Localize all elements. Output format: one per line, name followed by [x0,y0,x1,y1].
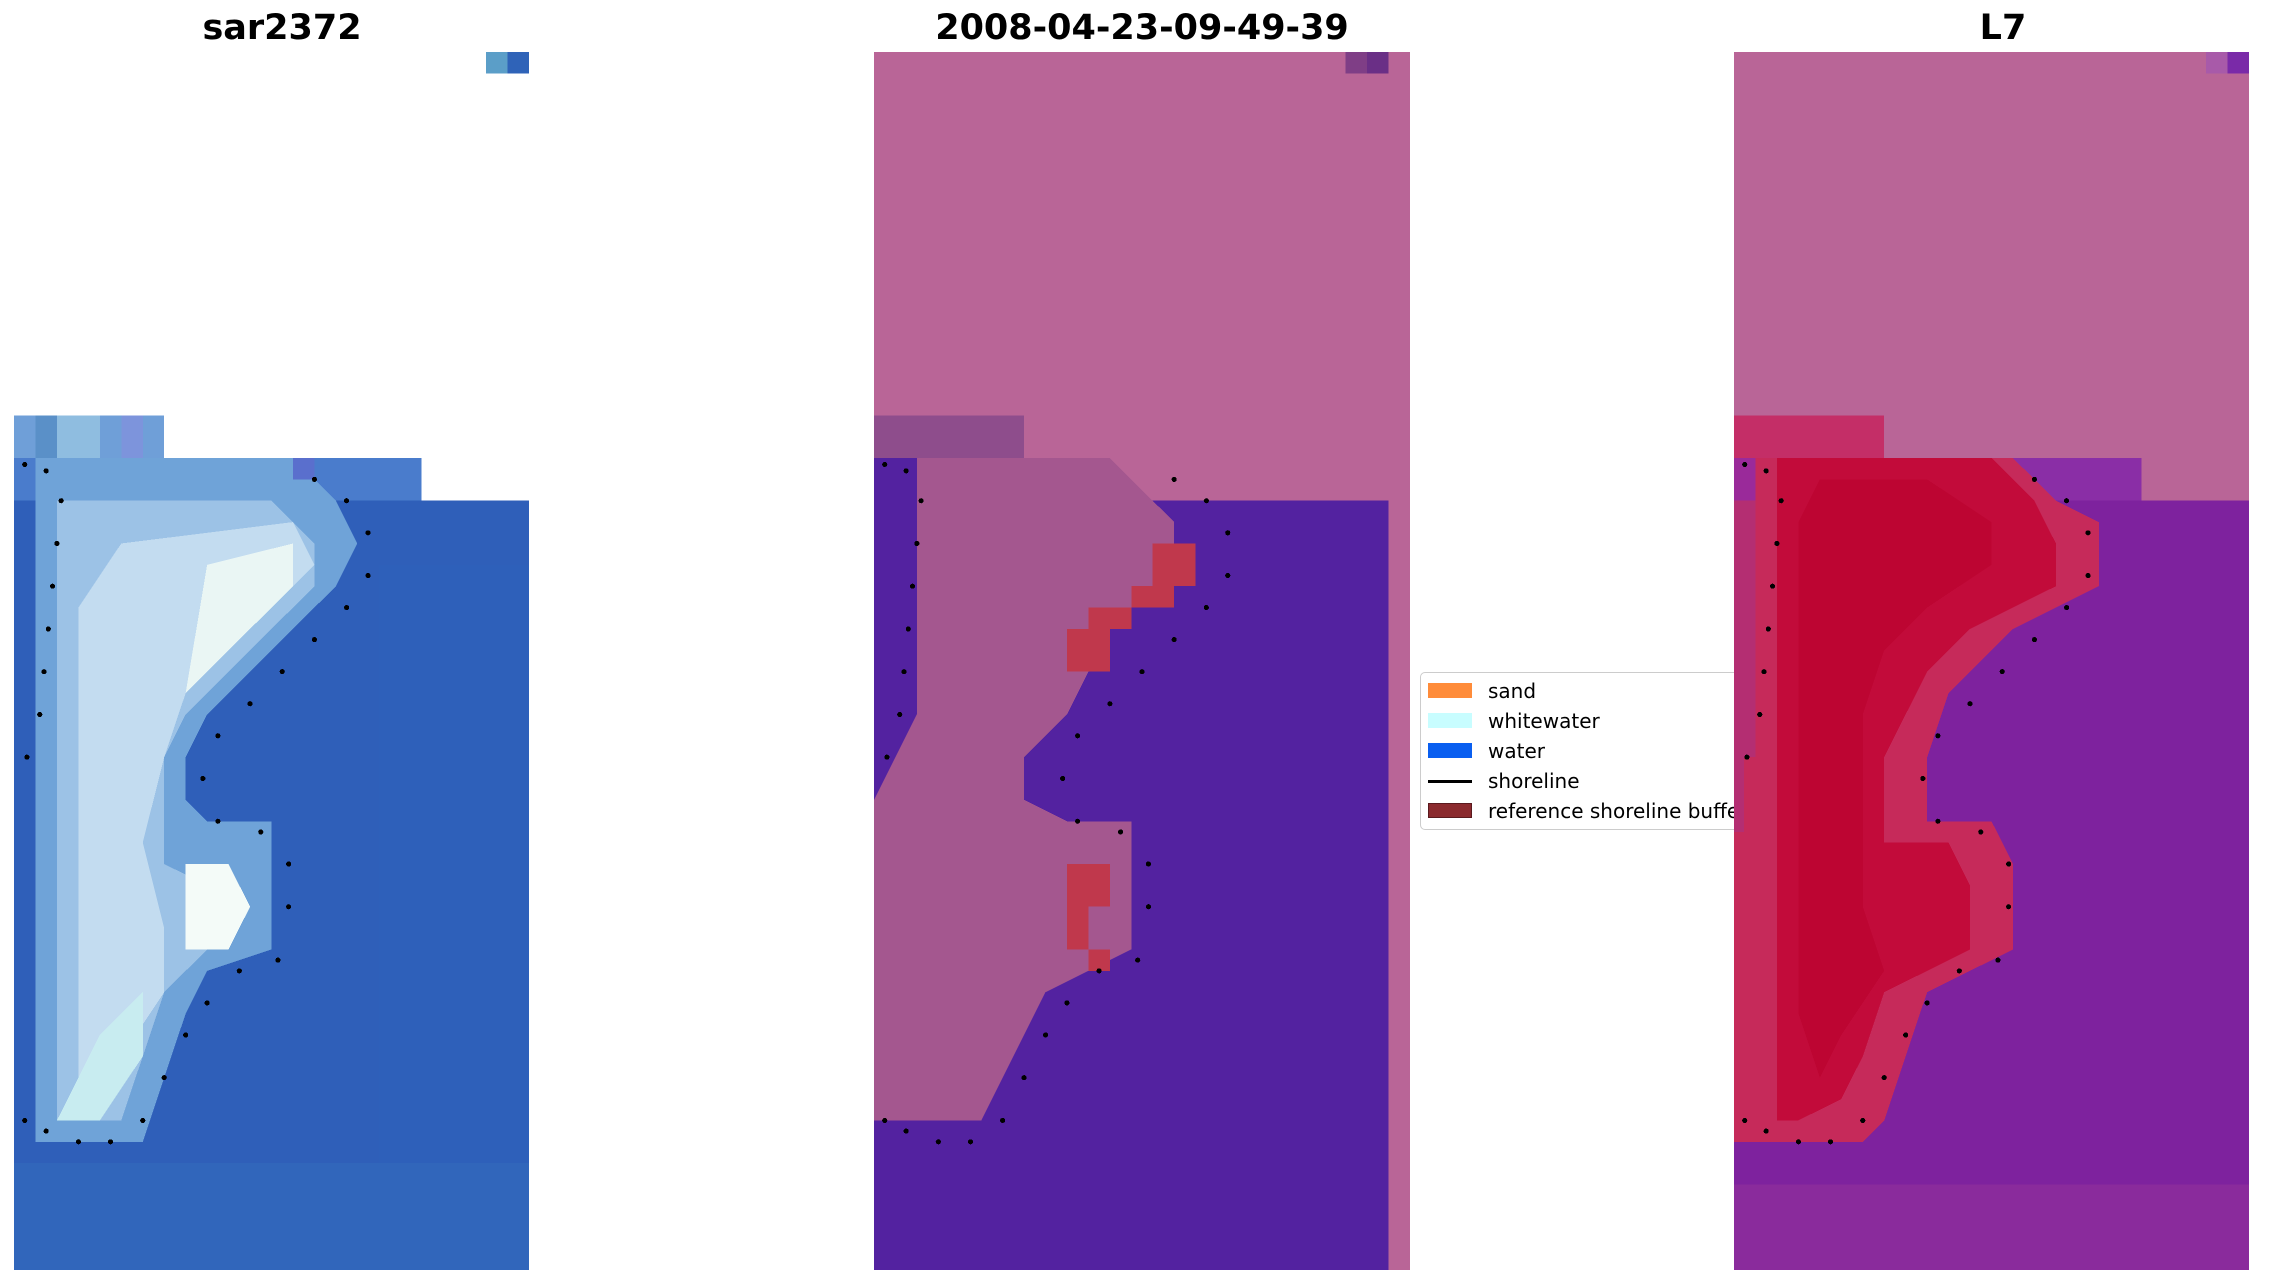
legend-label-water: water [1488,739,1545,763]
classification-image [874,52,1410,1270]
legend: sand whitewater water shoreline referenc… [1420,672,1740,830]
panel-title-index: L7 [1979,8,2027,48]
legend-entry-water: water [1421,735,1739,765]
index-image-overlap [1734,672,1744,832]
legend-label-shoreline: shoreline [1488,769,1580,793]
legend-label-sand: sand [1488,679,1537,703]
legend-swatch-whitewater [1428,713,1472,728]
legend-entry-sand: sand [1421,675,1739,705]
legend-swatch-reference-buffer [1428,803,1472,818]
legend-label-whitewater: whitewater [1488,709,1600,733]
legend-line-shoreline [1428,780,1472,783]
legend-entry-whitewater: whitewater [1421,705,1739,735]
legend-entry-shoreline: shoreline [1421,765,1739,795]
legend-swatch-sand [1428,683,1472,698]
panel-title-classification: 2008-04-23-09-49-39 [935,8,1349,48]
rgb-satellite-image [14,52,529,1270]
legend-label-reference-buffer: reference shoreline buffer [1488,799,1740,823]
legend-entry-reference-buffer: reference shoreline buffer [1421,795,1740,825]
legend-swatch-water [1428,743,1472,758]
panel-title-rgb: sar2372 [202,8,362,48]
index-image [1734,52,2249,1270]
